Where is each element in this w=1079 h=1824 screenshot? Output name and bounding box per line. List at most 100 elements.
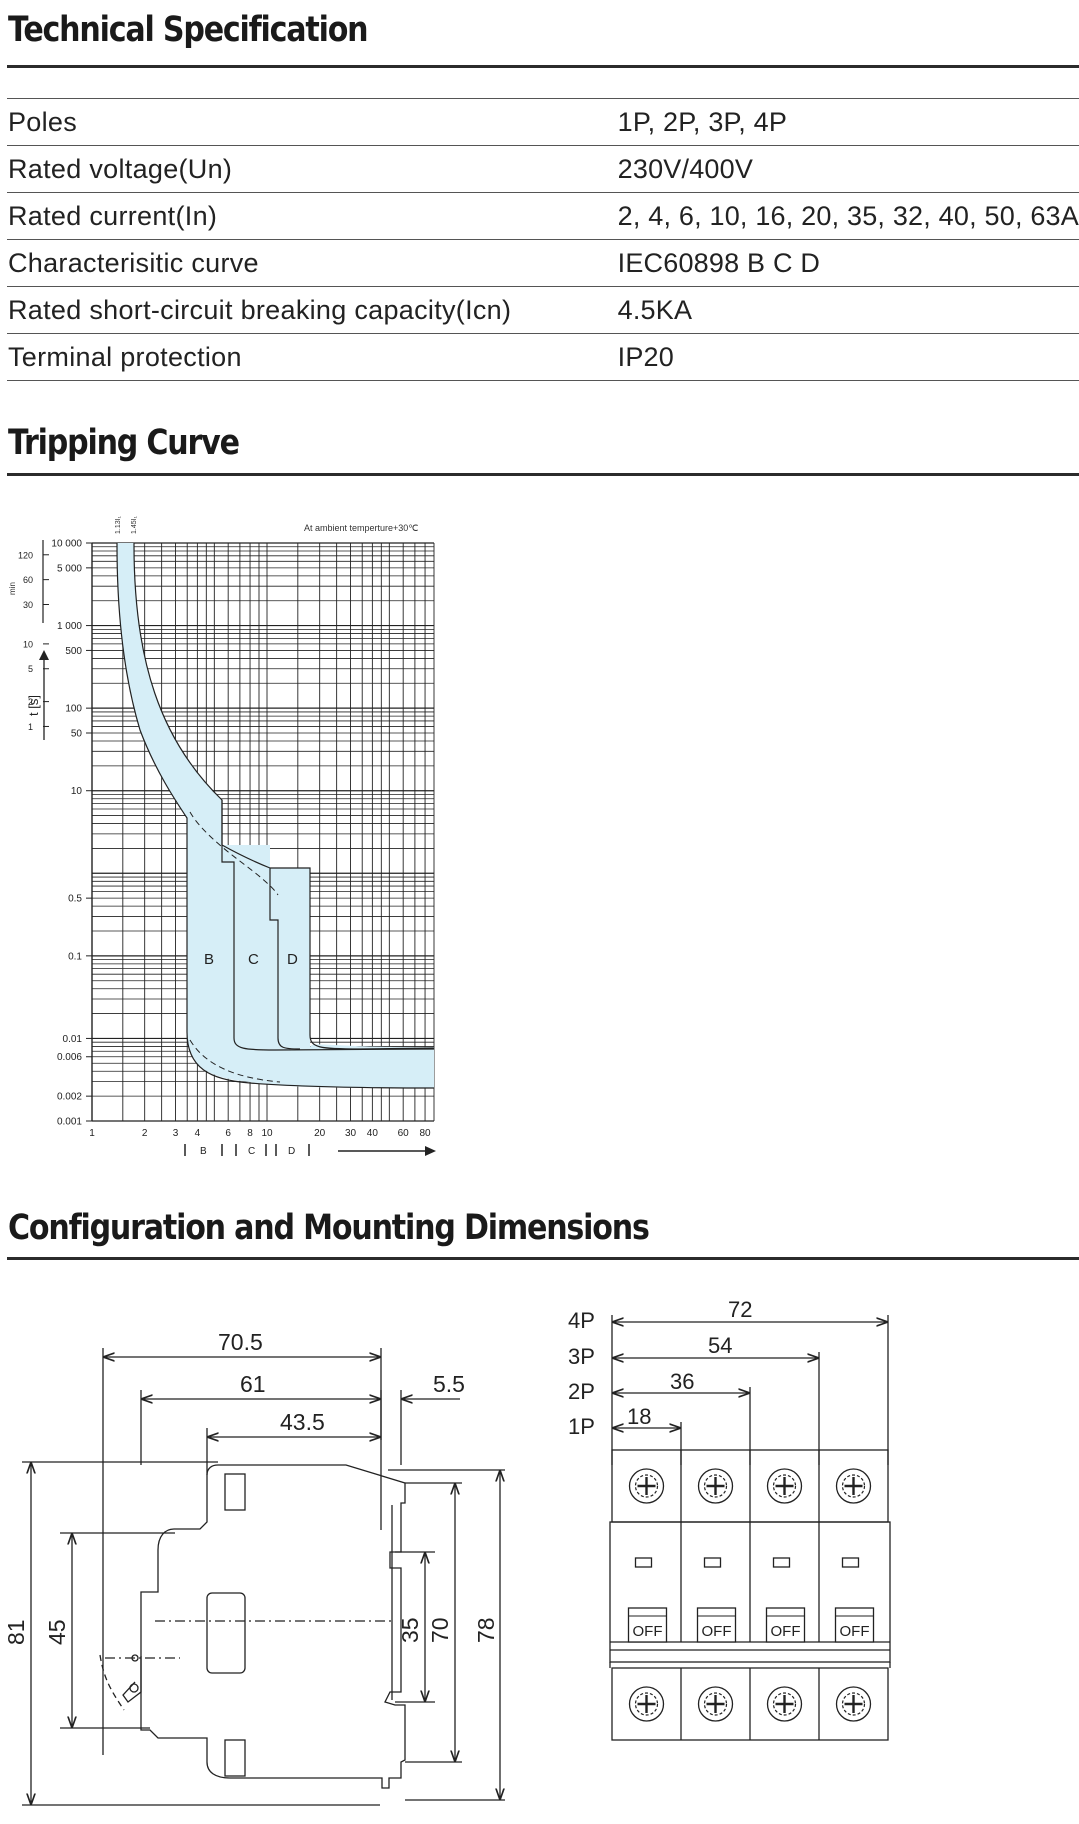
x-tick-label: 40 — [367, 1128, 379, 1139]
screw-teeth — [772, 1474, 797, 1498]
bracket-label-b: B — [200, 1146, 207, 1157]
screw-outer — [835, 1468, 872, 1504]
table-row: Characterisitic curve IEC60898 B C D — [7, 240, 1079, 287]
x-tick-label: 60 — [398, 1128, 410, 1139]
dim-label-35: 35 — [397, 1617, 423, 1643]
lever-swing — [99, 1654, 125, 1711]
top-clip — [224, 1473, 246, 1511]
width-label-18: 18 — [627, 1404, 651, 1429]
dim-label-45: 45 — [44, 1619, 70, 1645]
terminal-screw-icon — [766, 1686, 803, 1722]
table-row: Rated voltage(Un) 230V/400V — [7, 146, 1079, 193]
terminal-screw-icon — [766, 1468, 803, 1504]
terminal-screw-icon — [835, 1686, 872, 1722]
lever — [122, 1656, 142, 1703]
width-label-54: 54 — [708, 1333, 732, 1358]
screw-outer — [766, 1468, 803, 1504]
curve-heading-rule — [7, 473, 1079, 476]
min-ticks: 120 60 30 10 5 2 1 — [18, 550, 49, 732]
dim-label-70-5: 70.5 — [218, 1329, 263, 1355]
pole-label-3p: 3P — [568, 1344, 595, 1369]
dim-label-61: 61 — [240, 1371, 266, 1397]
spec-value: IP20 — [617, 341, 674, 372]
spec-label: Terminal protection — [8, 341, 242, 372]
x-arrow-head — [425, 1146, 436, 1156]
sec-tick-label: 0.01 — [63, 1034, 83, 1045]
curve-band — [116, 543, 435, 1089]
x-tick-label: 30 — [345, 1128, 357, 1139]
label-1-45: 1.45I₁ — [131, 515, 138, 534]
ambient-note: At ambient temperture+30℃ — [304, 523, 418, 533]
screw-outer — [697, 1686, 734, 1722]
y-axis-label: t [s] — [26, 695, 41, 716]
screw-teeth — [772, 1692, 797, 1716]
width-label-72: 72 — [728, 1297, 752, 1322]
min-tick-label: 30 — [23, 600, 33, 610]
off-label: OFF — [633, 1623, 663, 1640]
screw-outer — [628, 1468, 665, 1504]
toggle-handle — [696, 1607, 737, 1643]
sec-tick-label: 50 — [71, 728, 83, 739]
min-tick-label: 1 — [28, 722, 33, 732]
off-label: OFF — [771, 1623, 801, 1640]
screw-teeth — [634, 1474, 659, 1498]
x-ticks: 1 2 3 4 6 8 10 20 30 40 60 80 — [89, 1128, 431, 1139]
screw-outer — [697, 1468, 734, 1504]
pole-label-2p: 2P — [568, 1379, 595, 1404]
spec-value: IEC60898 B C D — [617, 247, 821, 278]
min-tick-label: 2 — [28, 697, 33, 707]
screw-teeth — [841, 1692, 866, 1716]
sec-tick-label: 0.006 — [57, 1052, 82, 1063]
spec-label: Characterisitic curve — [8, 247, 259, 278]
screw-teeth — [703, 1692, 728, 1716]
curve-letter-d: D — [287, 951, 298, 968]
toggle-handle — [627, 1607, 668, 1643]
toggle-handle — [834, 1607, 875, 1643]
indicator-window — [772, 1557, 791, 1568]
table-row: Terminal protection IP20 — [7, 334, 1079, 381]
sec-tick-label: 0.5 — [68, 894, 82, 905]
x-tick-label: 2 — [142, 1128, 148, 1139]
bracket-label-c: C — [248, 1146, 255, 1157]
dim-label-5-5: 5.5 — [433, 1371, 465, 1397]
terminal-screw-icon — [697, 1468, 734, 1504]
table-row: Rated short-circuit breaking capacity(Ic… — [7, 287, 1079, 334]
dim-label-78: 78 — [473, 1617, 499, 1643]
dashed-curve — [189, 811, 281, 1083]
curve-letter-c: C — [248, 951, 259, 968]
sec-tick-label: 100 — [65, 704, 82, 715]
pole-label-1p: 1P — [568, 1414, 595, 1439]
trip-band — [117, 543, 434, 1088]
curve-heading: Tripping Curve — [8, 423, 240, 463]
sec-ticks: 10 000 5 000 1 000 500 100 50 10 0.5 0.1 0.01 0.00… — [51, 539, 92, 1128]
dim-label-70: 70 — [427, 1617, 453, 1643]
width-label-36: 36 — [670, 1369, 694, 1394]
terminal-screw-icon — [697, 1686, 734, 1722]
bracket-row: B C D — [184, 1144, 436, 1157]
min-tick-label: 5 — [28, 664, 33, 674]
terminal-screw-icon — [628, 1686, 665, 1722]
sec-tick-label: 1 000 — [57, 621, 82, 632]
dims-heading-rule — [7, 1257, 1079, 1260]
breaker-body-outline — [140, 1464, 406, 1789]
spec-table: Poles 1P, 2P, 3P, 4P Rated voltage(Un) 2… — [7, 98, 1079, 381]
toggle-handle — [765, 1607, 806, 1643]
spec-value: 1P, 2P, 3P, 4P — [617, 106, 788, 137]
screw-teeth — [841, 1474, 866, 1498]
spec-value: 4.5KA — [617, 294, 693, 325]
spec-label: Rated voltage(Un) — [8, 153, 233, 184]
sec-tick-label: 5 000 — [57, 563, 82, 574]
dims-heading: Configuration and Mounting Dimensions — [8, 1208, 650, 1248]
spec-label: Rated short-circuit breaking capacity(Ic… — [8, 294, 512, 325]
spec-heading-rule — [7, 65, 1079, 68]
x-tick-label: 3 — [173, 1128, 179, 1139]
dim-label-43-5: 43.5 — [280, 1409, 325, 1435]
indicator-window — [841, 1557, 860, 1568]
c-curve-line — [221, 800, 435, 1051]
bracket-label-d: D — [288, 1146, 295, 1157]
sec-tick-label: 0.1 — [68, 951, 82, 962]
screw-outer — [628, 1686, 665, 1722]
screw-teeth — [703, 1474, 728, 1498]
terminal-screw-icon — [628, 1468, 665, 1504]
spec-value: 2, 4, 6, 10, 16, 20, 35, 32, 40, 50, 63A — [617, 200, 1079, 231]
